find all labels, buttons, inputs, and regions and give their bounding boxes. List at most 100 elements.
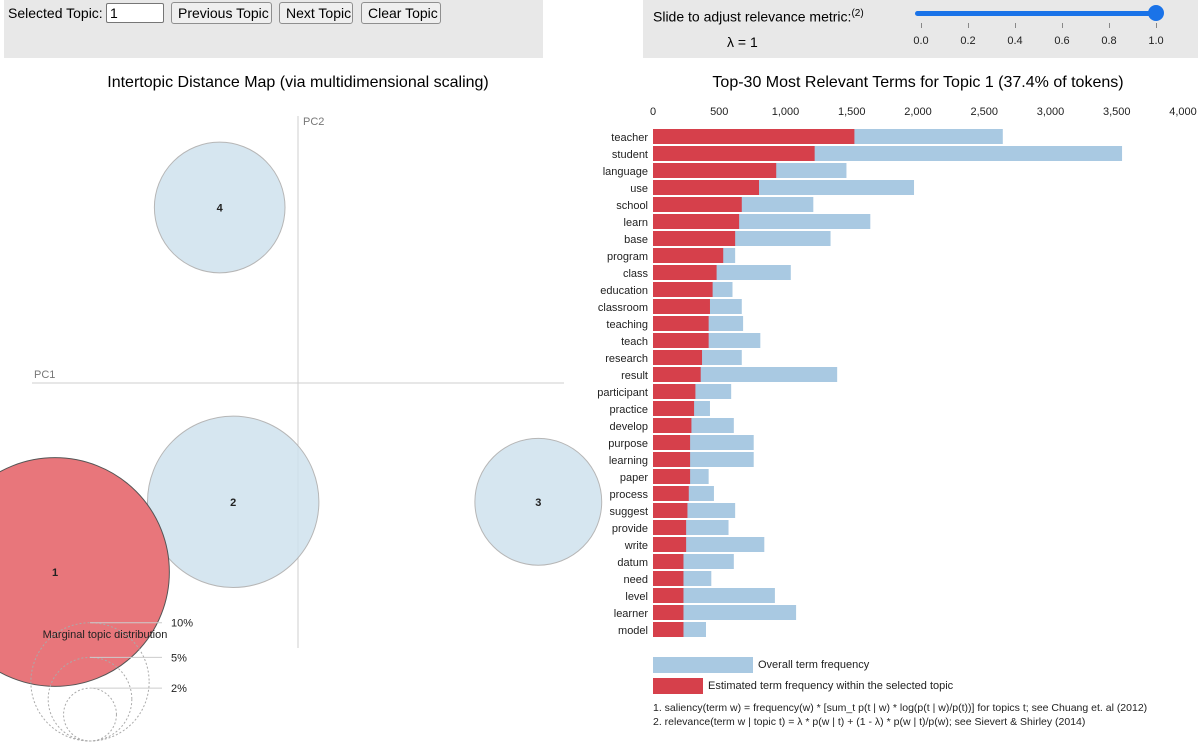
footnote-relevance: 2. relevance(term w | topic t) = λ * p(w… [653,716,1085,728]
term-label-learning: learning [609,455,648,467]
term-label-learn: learn [624,217,648,229]
selected-topic-label: Selected Topic: [8,5,103,21]
bar-topic-develop [653,418,692,433]
slider-footnote-ref: (2) [851,8,864,19]
x-tick-label: 2,000 [904,106,932,118]
term-label-teacher: teacher [611,132,648,144]
x-tick-label: 500 [710,106,728,118]
term-label-teach: teach [621,336,648,348]
term-label-datum: datum [617,557,648,569]
term-label-class: class [623,268,649,280]
lambda-value: λ = 1 [727,34,758,50]
topic-circle-4 [153,141,286,274]
selected-topic-input[interactable] [106,3,164,23]
topic-label-4: 4 [217,203,224,215]
bar-topic-datum [653,554,684,569]
slider-tick-mark [968,23,969,28]
term-label-learner: learner [614,608,649,620]
term-label-school: school [616,200,648,212]
topic-circle-1 [0,457,170,687]
term-label-program: program [607,251,648,263]
slider-tick-label: 0.4 [1007,35,1023,47]
bar-topic-use [653,180,759,195]
slider-tick-label: 0.2 [960,35,976,47]
slider-tick-mark [1062,23,1063,28]
term-label-purpose: purpose [608,438,648,450]
bar-topic-process [653,486,689,501]
term-label-write: write [624,540,648,552]
bar-topic-write [653,537,687,552]
bar-topic-participant [653,384,696,399]
slider-tick-label: 0.6 [1054,35,1070,47]
bar-topic-classroom [653,299,710,314]
bar-topic-level [653,588,684,603]
slider-tick-label: 1.0 [1148,35,1164,47]
relevance-control-panel [643,0,1198,58]
term-label-base: base [624,234,648,246]
bar-topic-provide [653,520,687,535]
term-label-student: student [612,149,648,161]
bar-topic-language [653,163,777,178]
term-label-practice: practice [609,404,648,416]
bar-topic-need [653,571,684,586]
legend-label-overall: Overall term frequency [758,659,870,671]
bar-topic-research [653,350,703,365]
bar-topic-education [653,282,713,297]
x-tick-label: 3,000 [1037,106,1065,118]
legend-label-topic: Estimated term frequency within the sele… [708,680,954,692]
slider-tick-label: 0.8 [1101,35,1117,47]
topic-circle-3 [474,437,603,566]
term-label-provide: provide [612,523,648,535]
term-label-result: result [621,370,648,382]
term-label-classroom: classroom [598,302,648,314]
bar-topic-suggest [653,503,688,518]
term-label-language: language [603,166,648,178]
size-legend-title: Marginal topic distribution [43,629,168,641]
bar-topic-purpose [653,435,691,450]
topic-circle-2 [147,415,320,588]
x-tick-label: 4,000 [1169,106,1197,118]
term-label-teaching: teaching [606,319,648,331]
term-label-paper: paper [620,472,648,484]
bar-overall-learner [653,605,797,620]
bar-topic-program [653,248,724,263]
size-legend-circle [63,687,117,742]
slider-tick-mark [921,23,922,28]
slider-tick-mark [1015,23,1016,28]
bar-topic-student [653,146,815,161]
term-label-participant: participant [597,387,648,399]
term-label-education: education [600,285,648,297]
clear-topic-button[interactable]: Clear Topic [361,2,441,24]
intertopic-map-title: Intertopic Distance Map (via multidimens… [107,74,489,91]
bar-topic-learning [653,452,691,467]
topic-label-3: 3 [535,497,541,509]
x-tick-label: 0 [650,106,656,118]
bar-topic-class [653,265,717,280]
term-label-need: need [624,574,648,586]
topic-control-panel [4,0,543,58]
bar-topic-model [653,622,684,637]
relevance-slider-thumb[interactable] [1148,5,1164,21]
bar-topic-paper [653,469,691,484]
x-tick-label: 1,000 [772,106,800,118]
x-tick-label: 3,500 [1103,106,1131,118]
footnote-saliency: 1. saliency(term w) = frequency(w) * [su… [653,702,1147,714]
term-label-process: process [609,489,648,501]
slider-tick-mark [1156,23,1157,28]
legend-swatch-topic [653,678,703,694]
slider-label-text: Slide to adjust relevance metric: [653,8,852,25]
bar-topic-teacher [653,129,855,144]
bar-topic-result [653,367,701,382]
size-legend-level: 5% [171,652,187,664]
previous-topic-button[interactable]: Previous Topic [171,2,272,24]
legend-swatch-overall [653,657,753,673]
term-label-use: use [630,183,648,195]
bar-topic-school [653,197,742,212]
term-label-develop: develop [609,421,648,433]
next-topic-button[interactable]: Next Topic [279,2,353,24]
slider-tick-label: 0.0 [913,35,929,47]
relevance-slider-track[interactable] [915,11,1156,16]
topic-label-1: 1 [52,567,58,579]
bar-topic-teach [653,333,709,348]
